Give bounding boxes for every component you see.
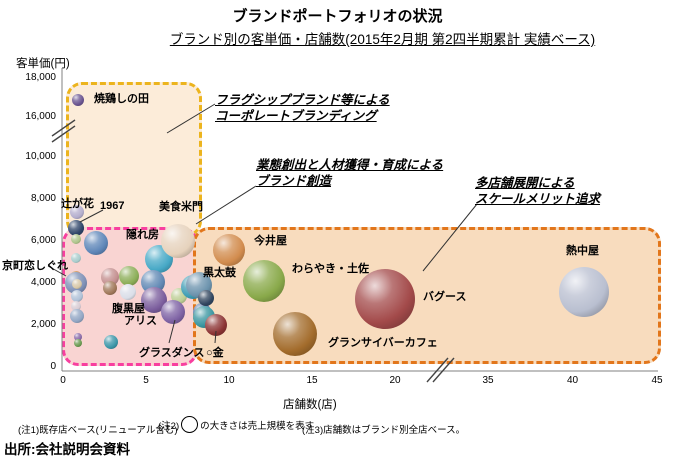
label-kakurebo: 隠れ房 bbox=[126, 229, 159, 241]
leader-line bbox=[195, 185, 257, 225]
bubble-u8 bbox=[70, 308, 85, 323]
chart-subtitle: ブランド別の客単価・店舗数(2015年2月期 第2四半期累計 実績ベース) bbox=[169, 32, 596, 47]
bubble-b1967 bbox=[68, 220, 85, 237]
annotation-flagship: フラグシップブランド等による コーポレートブランディング bbox=[215, 93, 390, 123]
x-tick-label: 45 bbox=[651, 375, 663, 386]
bubble-u1 bbox=[71, 233, 82, 244]
y-tick-label: 2,000 bbox=[30, 319, 56, 330]
footnote-3: (注3)店舗数はブランド別全店ベース。 bbox=[302, 425, 466, 436]
label-b1967: 1967 bbox=[100, 200, 125, 212]
footnote-2-prefix: (注2) bbox=[158, 420, 180, 432]
bubble-imaiya bbox=[213, 234, 245, 267]
label-warayaki: わらやき・土佐 bbox=[292, 263, 369, 275]
y-tick-label: 18,000 bbox=[25, 72, 56, 83]
bubble-u9 bbox=[73, 332, 82, 341]
bubble-bishoku bbox=[160, 224, 195, 258]
y-tick-label: 10,000 bbox=[25, 151, 56, 162]
annotation-creation: 業態創出と人材獲得・育成による ブランド創造 bbox=[256, 158, 444, 188]
bubble-shinoda bbox=[71, 93, 84, 106]
bubble-u12 bbox=[102, 281, 117, 296]
footnote-2: (注2) の大きさは売上規模を表す bbox=[158, 416, 314, 433]
y-axis-title: 客単価(円) bbox=[16, 58, 70, 70]
bubble-u2 bbox=[84, 231, 109, 256]
label-marukin: ○金 bbox=[206, 347, 224, 359]
label-haraguroya: 腹黒屋 bbox=[112, 303, 145, 315]
chart-title: ブランドポートフォリオの状況 bbox=[232, 8, 443, 25]
label-kurodaiko: 黒太鼓 bbox=[203, 267, 236, 279]
label-tsujigahana: 辻が花 bbox=[61, 198, 94, 210]
bubble-u5 bbox=[72, 279, 83, 290]
bubble-u11 bbox=[104, 334, 119, 349]
y-tick-label: 8,000 bbox=[30, 193, 56, 204]
footnote-2-text: の大きさは売上規模を表す bbox=[200, 420, 315, 432]
label-kyomachi: 京町恋しぐれ bbox=[2, 260, 68, 272]
bubble-necchuya bbox=[559, 267, 610, 318]
y-tick-label: 6,000 bbox=[30, 235, 56, 246]
bubble-u6 bbox=[71, 289, 84, 302]
bubble-alice bbox=[119, 284, 136, 301]
x-tick-label: 0 bbox=[60, 375, 66, 386]
x-tick-label: 20 bbox=[389, 375, 401, 386]
footnote-1: (注1)既存店ベース(リニューアル含む) bbox=[18, 425, 178, 436]
annotation-scale: 多店舗展開による スケールメリット追求 bbox=[475, 176, 601, 206]
bubble-u10 bbox=[73, 338, 82, 347]
label-alice: アリス bbox=[124, 315, 157, 327]
bubble-glassdance bbox=[160, 300, 185, 325]
label-grancyber: グランサイバーカフェ bbox=[328, 337, 438, 349]
y-tick-label: 16,000 bbox=[25, 111, 56, 122]
label-glassdance: グラスダンス bbox=[139, 347, 205, 359]
y-tick-label: 4,000 bbox=[30, 277, 56, 288]
label-bagus: バグース bbox=[423, 291, 467, 303]
source-line: 出所:会社説明会資料 bbox=[4, 442, 130, 457]
bubble-u13 bbox=[119, 265, 140, 286]
bubble-warayaki bbox=[242, 259, 285, 302]
bubble-u3 bbox=[71, 252, 82, 263]
bubble-haraguroya bbox=[100, 267, 119, 286]
bubble-u7 bbox=[71, 301, 82, 312]
bubble-bagus bbox=[355, 268, 415, 329]
x-tick-label: 10 bbox=[223, 375, 235, 386]
label-bishoku: 美食米門 bbox=[159, 201, 203, 213]
label-imaiya: 今井屋 bbox=[254, 235, 287, 247]
label-necchuya: 熱中屋 bbox=[566, 245, 599, 257]
y-tick-label: 0 bbox=[50, 361, 56, 372]
bubble-u19 bbox=[197, 289, 214, 306]
x-tick-label: 5 bbox=[143, 375, 149, 386]
x-tick-label: 40 bbox=[566, 375, 579, 386]
bubble-grancyber bbox=[273, 312, 318, 357]
x-axis-title: 店舗数(店) bbox=[283, 399, 337, 411]
x-tick-label: 35 bbox=[482, 375, 494, 386]
bubble-marukin bbox=[204, 314, 227, 336]
x-tick-label: 15 bbox=[306, 375, 318, 386]
label-shinoda: 焼鶏しの田 bbox=[94, 93, 149, 105]
size-legend-circle-icon bbox=[181, 416, 199, 433]
